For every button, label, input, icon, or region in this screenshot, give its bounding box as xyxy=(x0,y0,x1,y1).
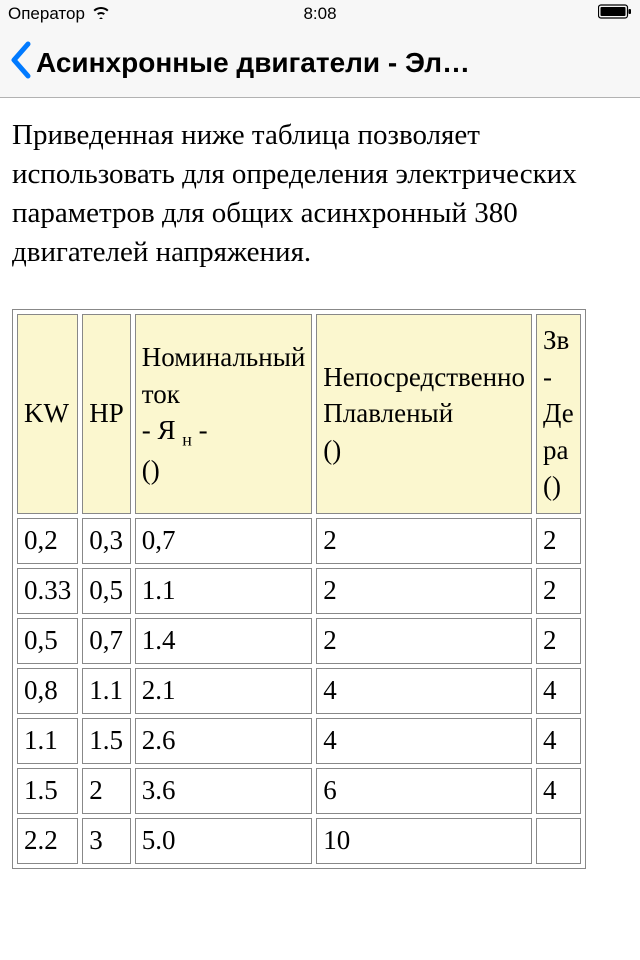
table-row: 2.235.010 xyxy=(17,818,581,864)
back-chevron-icon[interactable] xyxy=(8,37,32,89)
battery-icon xyxy=(598,4,632,24)
intro-paragraph: Приведенная ниже таблица позволяет испол… xyxy=(12,116,628,273)
wifi-icon xyxy=(91,4,111,24)
page-title: Асинхронные двигатели - Эл… xyxy=(36,47,632,79)
nav-bar: Асинхронные двигатели - Эл… xyxy=(0,28,640,98)
col-header-nominal: Номинальный ток - Я н - () xyxy=(135,314,313,514)
table-row: 0.330,51.122 xyxy=(17,568,581,614)
status-bar: Оператор 8:08 xyxy=(0,0,640,28)
col-header-kw: KW xyxy=(17,314,78,514)
table-row: 1.11.52.644 xyxy=(17,718,581,764)
col-header-direct: Непосредственно Плавленый () xyxy=(316,314,532,514)
table-wrapper: KW HP Номинальный ток - Я н - () Непосре… xyxy=(12,309,628,869)
table-row: 1.523.664 xyxy=(17,768,581,814)
col-header-hp: HP xyxy=(82,314,131,514)
table-header-row: KW HP Номинальный ток - Я н - () Непосре… xyxy=(17,314,581,514)
status-left: Оператор xyxy=(8,4,111,24)
col-header-star: Зв - Де ра () xyxy=(536,314,581,514)
table-row: 0,20,30,722 xyxy=(17,518,581,564)
table-row: 0,81.12.144 xyxy=(17,668,581,714)
table-row: 0,50,71.422 xyxy=(17,618,581,664)
status-time: 8:08 xyxy=(303,4,336,24)
status-right xyxy=(598,4,632,24)
table-body: 0,20,30,722 0.330,51.122 0,50,71.422 0,8… xyxy=(17,518,581,864)
carrier-label: Оператор xyxy=(8,4,85,24)
content-area: Приведенная ниже таблица позволяет испол… xyxy=(0,98,640,960)
motors-table: KW HP Номинальный ток - Я н - () Непосре… xyxy=(12,309,586,869)
